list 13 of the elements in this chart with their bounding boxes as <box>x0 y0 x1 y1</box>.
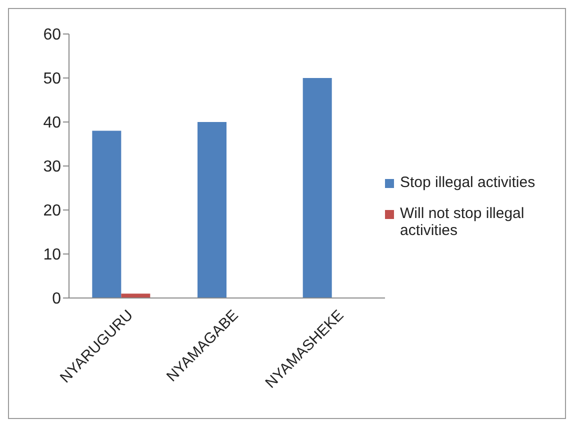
bar <box>92 130 122 298</box>
y-tick-label: 50 <box>43 70 62 88</box>
y-tick-label: 0 <box>52 290 62 308</box>
legend-label: Will not stop illegal activities <box>400 205 526 239</box>
y-tick-label: 20 <box>43 202 62 220</box>
y-tick-label: 40 <box>43 114 62 132</box>
bar <box>302 78 332 298</box>
y-tick-label: 60 <box>43 26 62 44</box>
legend-label: Stop illegal activities <box>400 174 536 191</box>
bar <box>121 294 150 298</box>
y-tick-label: 10 <box>43 246 62 264</box>
y-tick-label: 30 <box>43 158 62 176</box>
bar <box>198 122 227 298</box>
